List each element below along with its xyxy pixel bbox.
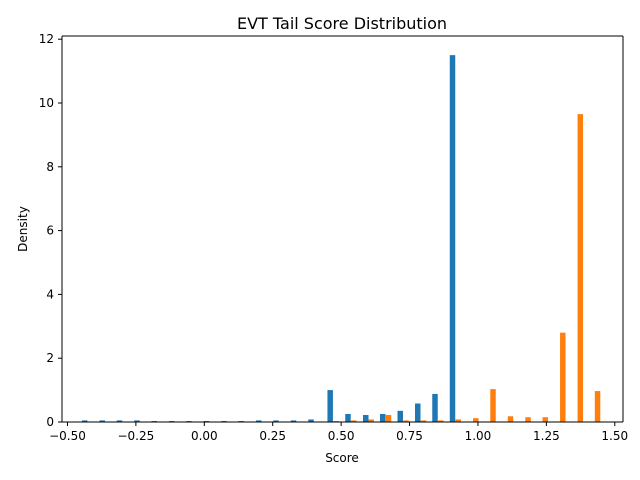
- bar-series-1-10: [256, 420, 262, 422]
- bars-layer: [81, 55, 601, 422]
- y-tick-label: 4: [46, 287, 54, 301]
- x-tick-label: 0.25: [259, 429, 286, 443]
- bar-series-2-2: [368, 419, 374, 422]
- x-tick-label: 0.50: [328, 429, 355, 443]
- y-tick-label: 10: [39, 96, 54, 110]
- bar-series-1-2: [116, 420, 123, 422]
- bar-series-1-12: [290, 420, 297, 422]
- x-tick-label: 1.25: [533, 429, 560, 443]
- bar-series-1-0: [81, 420, 88, 422]
- y-ticks: 0 2 4 6 8 10 12: [39, 32, 62, 429]
- bar-series-2-3: [385, 414, 392, 422]
- bar-series-2-15: [594, 391, 601, 422]
- x-tick-label: −0.25: [117, 429, 154, 443]
- bar-series-2-4: [403, 420, 409, 422]
- x-tick-label: 0.75: [396, 429, 423, 443]
- x-tick-label: −0.50: [49, 429, 86, 443]
- bar-series-2-11: [525, 417, 531, 422]
- bar-series-1-20: [432, 393, 438, 422]
- bar-series-1-21: [449, 55, 456, 422]
- bar-series-1-11: [273, 420, 279, 422]
- bar-series-1-3: [134, 420, 140, 422]
- bar-series-1-13: [308, 419, 314, 422]
- bar-series-1-14: [327, 390, 333, 422]
- y-tick-label: 6: [46, 224, 54, 238]
- x-axis-label: Score: [325, 451, 359, 465]
- x-tick-label: 1.50: [601, 429, 628, 443]
- bar-series-2-6: [438, 420, 444, 422]
- chart-title: EVT Tail Score Distribution: [237, 14, 447, 33]
- x-tick-label: 1.00: [465, 429, 492, 443]
- x-ticks: −0.50 −0.25 0.00 0.25 0.50 0.75 1.00 1.25 1.50: [49, 422, 628, 443]
- bar-series-2-13: [560, 332, 566, 422]
- y-tick-label: 8: [46, 160, 54, 174]
- bar-series-2-8: [473, 418, 479, 422]
- bar-series-1-16: [363, 414, 369, 422]
- bar-series-1-18: [397, 410, 403, 422]
- y-tick-label: 2: [46, 351, 54, 365]
- bar-series-2-10: [507, 416, 514, 422]
- bar-series-2-9: [490, 389, 496, 422]
- bar-series-2-12: [542, 417, 549, 422]
- bar-series-1-17: [379, 414, 386, 422]
- bar-series-1-1: [99, 420, 105, 422]
- bar-series-2-14: [577, 114, 584, 422]
- y-tick-label: 0: [46, 415, 54, 429]
- bar-series-1-15: [345, 414, 351, 422]
- y-tick-label: 12: [39, 32, 54, 46]
- bar-series-2-5: [420, 420, 427, 422]
- x-tick-label: 0.00: [191, 429, 218, 443]
- bar-series-1-19: [415, 403, 421, 422]
- axes-layer: [61, 35, 624, 423]
- y-axis-label: Density: [16, 206, 30, 252]
- bar-series-2-1: [350, 420, 357, 422]
- bar-series-2-7: [455, 419, 461, 422]
